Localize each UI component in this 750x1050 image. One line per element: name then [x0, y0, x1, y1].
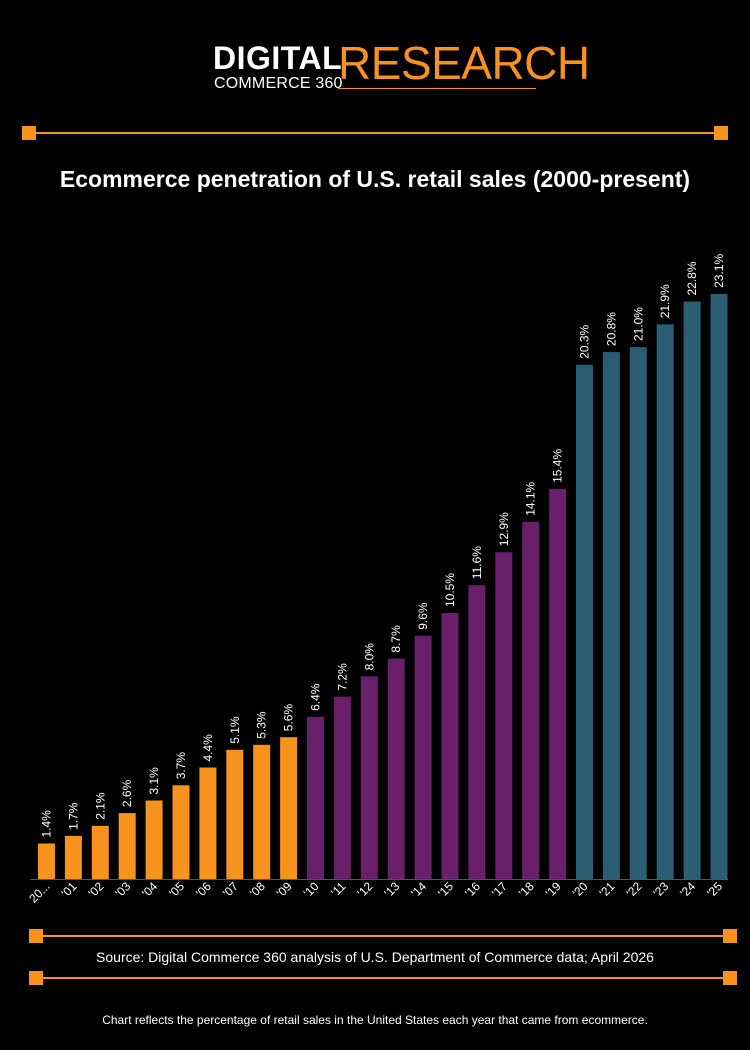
bar: [145, 800, 163, 879]
bar-value-label: 9.6%: [416, 602, 430, 630]
bar: [468, 585, 486, 879]
bar: [91, 825, 109, 879]
bar-value-label: 3.1%: [147, 767, 161, 795]
bar: [307, 716, 324, 879]
x-tick-label: 20...: [26, 879, 52, 905]
bar: [118, 813, 136, 879]
bar-value-label: 21.9%: [658, 284, 672, 318]
bar-value-label: 3.7%: [174, 752, 188, 780]
footnote-text: Chart reflects the percentage of retail …: [102, 1013, 648, 1027]
x-tick-label: '18: [516, 879, 537, 900]
top-divider-right-square: [714, 126, 728, 140]
x-tick-label: '17: [489, 879, 510, 900]
bar-value-label: 5.1%: [228, 716, 242, 744]
bar: [414, 635, 432, 879]
x-tick-label: '01: [59, 879, 80, 900]
bar: [629, 347, 647, 880]
bar-value-label: 23.1%: [712, 254, 726, 288]
logo-digital-text: DIGITAL: [213, 40, 343, 76]
x-tick-label: '02: [85, 879, 106, 900]
source-divider-top-line: [43, 935, 723, 937]
bar: [522, 521, 540, 879]
x-tick-label: '03: [112, 879, 133, 900]
x-tick-label: '16: [462, 879, 483, 900]
bar-value-label: 2.6%: [120, 779, 134, 807]
bar-value-label: 20.8%: [604, 312, 618, 346]
x-tick-label: '19: [543, 879, 564, 900]
x-tick-label: '05: [166, 879, 187, 900]
bar: [172, 785, 190, 879]
bar: [280, 737, 298, 879]
bar: [710, 293, 728, 879]
x-tick-label: '25: [704, 879, 725, 900]
bar-value-label: 5.6%: [282, 704, 296, 732]
x-tick-label: '09: [274, 879, 295, 900]
source-divider-top-right-square: [723, 929, 737, 943]
x-tick-label: '11: [328, 879, 349, 900]
bar-value-label: 22.8%: [685, 261, 699, 295]
x-tick-label: '08: [247, 879, 268, 900]
bar: [576, 364, 593, 879]
x-tick-label: '06: [193, 879, 214, 900]
bar: [387, 658, 405, 879]
x-tick-label: '12: [354, 879, 375, 900]
x-tick-label: '20: [570, 879, 591, 900]
bar-value-label: 8.7%: [389, 625, 403, 653]
x-tick-label: '24: [677, 879, 698, 900]
bar-value-label: 5.3%: [255, 711, 269, 739]
source-text: Source: Digital Commerce 360 analysis of…: [96, 949, 654, 965]
x-tick-label: '15: [435, 879, 456, 900]
bar-value-label: 11.6%: [470, 546, 484, 579]
top-divider-left-square: [22, 126, 36, 140]
x-tick-label: '04: [139, 879, 160, 900]
bar: [64, 835, 82, 879]
x-tick-label: '14: [408, 879, 429, 900]
bar: [495, 552, 513, 879]
logo-research-text: RESEARCH: [338, 37, 590, 89]
source-divider-bottom-left-square: [29, 971, 43, 985]
bar-value-label: 20.3%: [578, 324, 592, 358]
bar-value-label: 12.9%: [497, 512, 511, 546]
logo-underline: [338, 88, 536, 89]
bar-value-label: 15.4%: [551, 449, 565, 483]
source-divider-bottom-line: [43, 977, 723, 979]
bar: [549, 488, 567, 879]
x-tick-label: '10: [301, 879, 322, 900]
bar: [333, 696, 351, 879]
bar-value-label: 8.0%: [362, 643, 376, 671]
bar: [199, 767, 217, 879]
bar-value-label: 6.4%: [309, 683, 323, 711]
bar-value-label: 10.5%: [443, 573, 457, 607]
bar-value-label: 4.4%: [201, 734, 215, 762]
source-divider-bottom-right-square: [723, 971, 737, 985]
x-tick-label: '13: [381, 879, 402, 900]
x-tick-label: '23: [650, 879, 671, 900]
bar-value-label: 21.0%: [631, 307, 645, 341]
x-tick-label: '07: [220, 879, 241, 900]
bar-value-label: 1.4%: [40, 810, 54, 838]
bar: [360, 676, 378, 879]
bar: [253, 744, 271, 879]
bar-value-label: 7.2%: [335, 663, 349, 691]
x-tick-label: '22: [623, 879, 644, 900]
bar: [226, 749, 244, 879]
logo-commerce-text: COMMERCE 360: [214, 75, 343, 92]
bar: [441, 613, 459, 879]
bar: [38, 843, 55, 879]
bar-value-label: 1.7%: [66, 802, 80, 830]
bar-value-label: 14.1%: [524, 481, 538, 515]
bar: [683, 301, 701, 879]
source-divider-top-left-square: [29, 929, 43, 943]
x-tick-label: '21: [597, 879, 618, 900]
top-divider-line: [36, 132, 714, 134]
bar-value-label: 2.1%: [93, 792, 107, 820]
bar: [602, 352, 620, 880]
chart-title: Ecommerce penetration of U.S. retail sal…: [59, 166, 691, 192]
bar: [656, 324, 674, 879]
